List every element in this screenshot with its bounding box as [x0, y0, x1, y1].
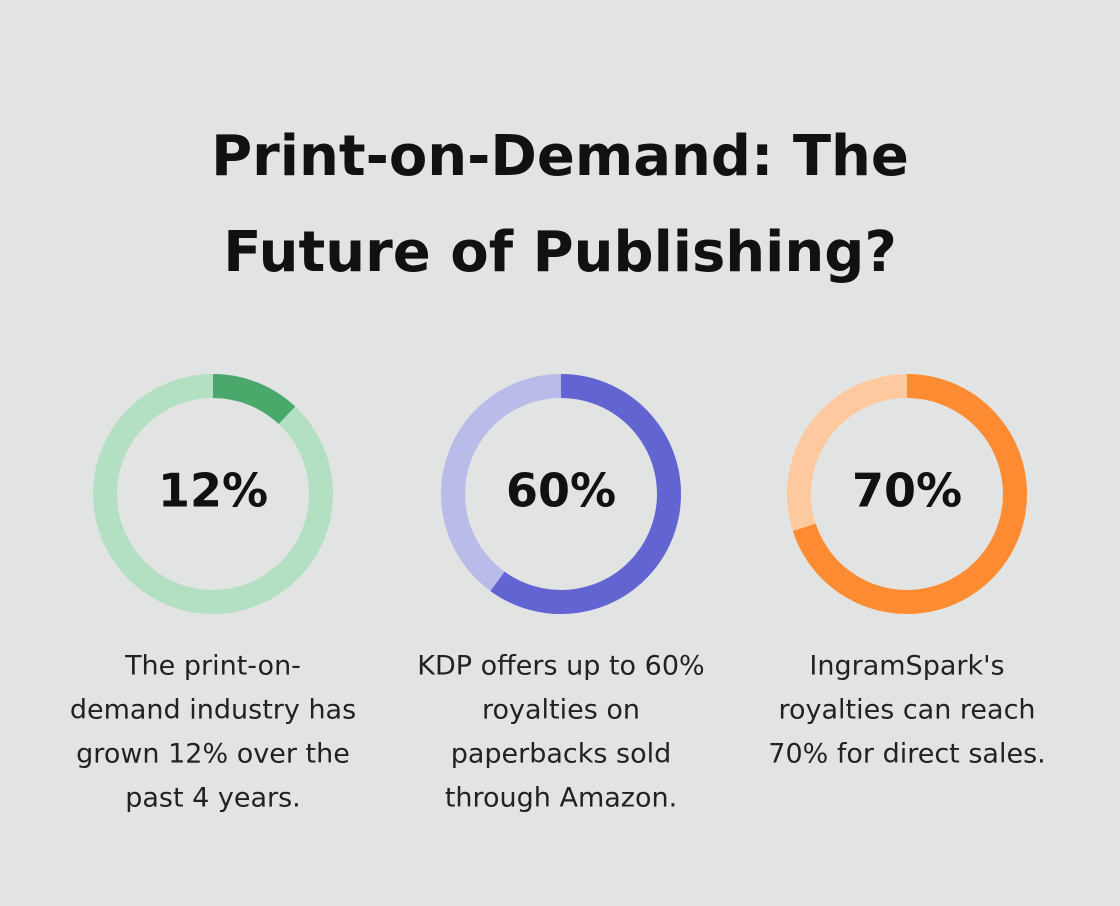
- title: Print-on-Demand: The: [211, 124, 909, 189]
- caption: royalties can reach: [778, 695, 1035, 726]
- value-label: 12%: [158, 464, 268, 518]
- caption: demand industry has: [70, 695, 356, 726]
- donut-arc: [792, 374, 1027, 614]
- donut-arc: [212, 374, 296, 425]
- caption: 70% for direct sales.: [768, 739, 1045, 770]
- value-label: 60%: [506, 464, 616, 518]
- caption: royalties on: [482, 695, 640, 726]
- caption: past 4 years.: [125, 783, 301, 814]
- caption: The print-on-: [124, 651, 301, 682]
- caption: through Amazon.: [445, 783, 677, 814]
- donut-arc: [490, 374, 681, 614]
- caption: grown 12% over the: [76, 739, 350, 770]
- caption: IngramSpark's: [809, 651, 1004, 682]
- caption: KDP offers up to 60%: [417, 651, 704, 682]
- value-label: 70%: [852, 464, 962, 518]
- caption: paperbacks sold: [451, 739, 672, 770]
- title: Future of Publishing?: [223, 220, 897, 285]
